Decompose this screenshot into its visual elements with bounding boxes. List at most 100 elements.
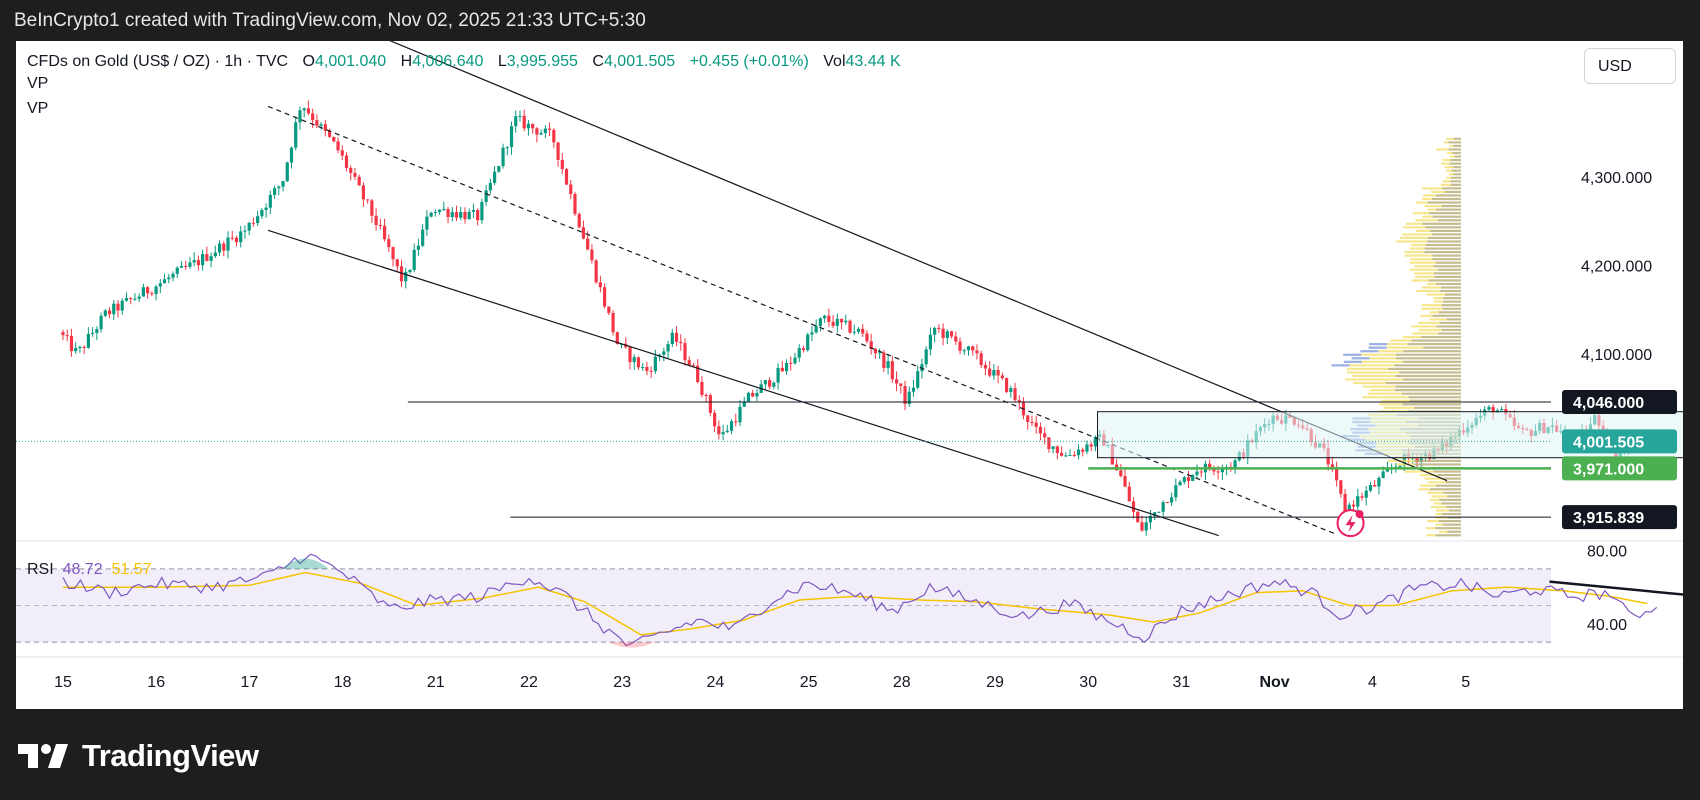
candle xyxy=(230,230,234,241)
vp-bar-outer xyxy=(1414,265,1434,268)
indicator-label-vp-2[interactable]: VP xyxy=(27,100,49,117)
candle xyxy=(99,312,103,333)
vp-row xyxy=(1427,282,1461,286)
candle xyxy=(213,245,217,258)
candle-body xyxy=(916,371,920,388)
candle xyxy=(366,199,370,204)
candle xyxy=(336,137,340,154)
candle xyxy=(1153,511,1157,521)
vp-bar-inner xyxy=(1395,385,1461,388)
price-axis: 4,300.000 4,200.000 4,100.000 4,046.000 4,00… xyxy=(1562,170,1677,530)
candle-body xyxy=(1165,502,1169,504)
vp-row xyxy=(1442,180,1461,183)
vp-bar-inner xyxy=(1438,332,1461,335)
indicator-label-vp-1[interactable]: VP xyxy=(27,75,49,92)
candle xyxy=(852,324,856,336)
candle xyxy=(446,206,450,224)
candle xyxy=(260,208,264,219)
vp-row xyxy=(1421,307,1461,310)
chart-panel[interactable]: 4,300.000 4,200.000 4,100.000 4,046.000 4,00… xyxy=(16,41,1683,709)
time-tick-label: 21 xyxy=(427,674,445,691)
candle xyxy=(594,259,598,284)
candle xyxy=(1385,461,1389,473)
vp-bar-blue xyxy=(1368,346,1387,349)
candle xyxy=(865,330,869,344)
candle-body xyxy=(327,130,332,137)
candle-body xyxy=(61,332,65,336)
candle xyxy=(738,400,742,426)
candle-body xyxy=(492,171,497,183)
candle xyxy=(217,240,222,256)
vp-row xyxy=(1427,208,1461,211)
vp-bar-outer xyxy=(1433,300,1444,303)
candle-body xyxy=(201,254,205,266)
candle xyxy=(480,198,484,224)
candle-body xyxy=(158,283,162,287)
candle-body xyxy=(1000,375,1004,379)
candle xyxy=(505,146,509,156)
candle xyxy=(658,353,662,362)
vp-row xyxy=(1433,502,1461,505)
candle-body xyxy=(954,336,958,342)
candle-body xyxy=(666,344,670,352)
candle-body xyxy=(708,395,712,413)
candle-body xyxy=(1216,471,1220,473)
candle xyxy=(1038,422,1043,441)
candle-body xyxy=(302,108,306,111)
candle-body xyxy=(1500,409,1504,411)
candle xyxy=(1191,474,1195,482)
vp-bar-inner xyxy=(1436,325,1461,328)
vp-bar-inner xyxy=(1443,297,1461,300)
candle xyxy=(1212,465,1216,476)
candle-body xyxy=(476,210,480,221)
candle-body xyxy=(1085,444,1089,452)
candle-body xyxy=(116,303,120,311)
vp-bar-inner xyxy=(1447,495,1461,498)
candle xyxy=(797,344,801,363)
vp-bar-outer xyxy=(1402,335,1422,339)
vp-bar-inner xyxy=(1402,403,1461,406)
rsi-label[interactable]: RSI xyxy=(27,561,54,578)
vp-row xyxy=(1369,389,1461,392)
symbol-label[interactable]: CFDs on Gold (US$ / OZ) · 1h · TVC xyxy=(27,53,289,70)
vp-bar-outer xyxy=(1421,307,1443,310)
candle-body xyxy=(382,225,387,240)
candle xyxy=(1500,406,1504,411)
vp-bar-inner xyxy=(1442,523,1461,526)
vp-bar-outer xyxy=(1411,325,1437,328)
vp-row xyxy=(1422,215,1461,218)
candle-body xyxy=(886,361,890,368)
tradingview-brand: TradingView xyxy=(82,738,259,773)
candle-body xyxy=(725,430,729,433)
candle-body xyxy=(243,230,247,232)
candle-body xyxy=(979,353,983,365)
candle-body xyxy=(848,320,852,333)
candle xyxy=(772,381,776,390)
vp-row xyxy=(1441,162,1461,165)
candle xyxy=(141,283,145,297)
candle xyxy=(839,318,844,330)
candle xyxy=(848,319,852,335)
candle xyxy=(437,209,442,215)
vp-bar-outer xyxy=(1390,339,1412,342)
candle-body xyxy=(226,237,230,251)
candle-body xyxy=(399,266,404,282)
candle xyxy=(683,338,687,366)
candle xyxy=(607,306,611,316)
vp-row xyxy=(1431,190,1461,194)
candle xyxy=(298,106,302,130)
chart-canvas[interactable]: 4,300.000 4,200.000 4,100.000 4,046.000 4,00… xyxy=(16,41,1683,709)
candle-body xyxy=(945,331,949,339)
candle xyxy=(945,329,949,345)
vp-bar-outer xyxy=(1439,530,1448,533)
candle xyxy=(1174,478,1178,502)
candle-body xyxy=(1127,486,1131,502)
vp-bar-inner xyxy=(1408,396,1461,399)
vp-bar-blue xyxy=(1351,357,1370,360)
candle xyxy=(277,185,281,196)
vp-bar-outer xyxy=(1421,304,1442,307)
candle xyxy=(378,218,382,230)
channel-line-2 xyxy=(267,105,1336,535)
currency-button[interactable]: USD xyxy=(1584,48,1676,84)
candle xyxy=(806,332,810,352)
